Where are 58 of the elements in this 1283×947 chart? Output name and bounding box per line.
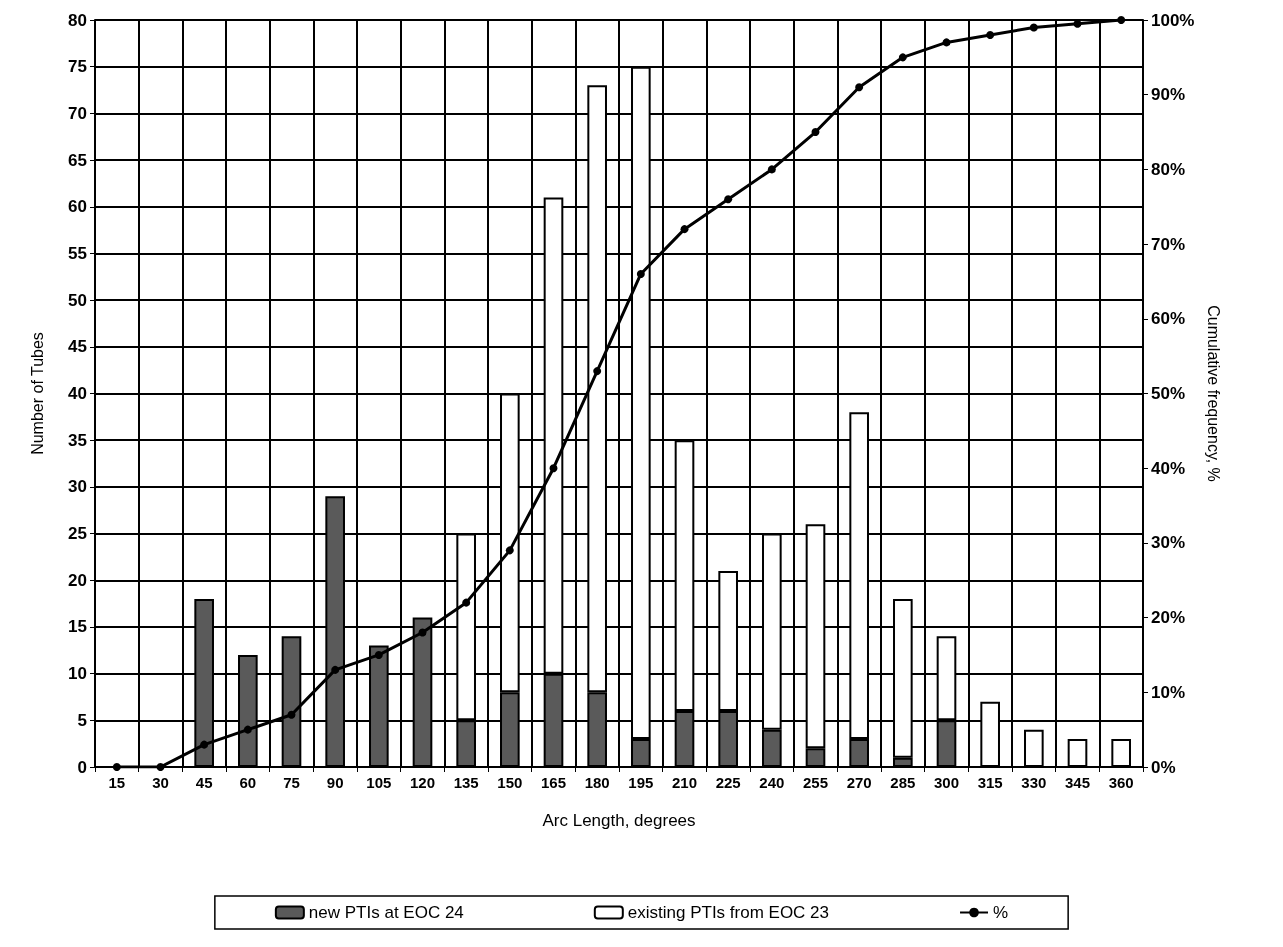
y2-tick-label: 30% bbox=[1151, 533, 1186, 553]
y-axis-title: Number of Tubes bbox=[28, 332, 46, 455]
y-tick-label: 70 bbox=[68, 103, 87, 123]
x-tick-label: 195 bbox=[628, 774, 654, 791]
y-tick-label: 10 bbox=[68, 664, 87, 684]
x-axis-title: Arc Length, degrees bbox=[542, 811, 696, 830]
y2-tick-label: 10% bbox=[1151, 682, 1186, 702]
x-tick-label: 15 bbox=[108, 774, 126, 791]
x-tick-label: 285 bbox=[890, 774, 916, 791]
x-tick-label: 225 bbox=[715, 774, 741, 791]
x-tick-label: 315 bbox=[977, 774, 1003, 791]
y2-tick-label: 50% bbox=[1151, 384, 1186, 403]
x-tick-label: 60 bbox=[239, 774, 257, 791]
x-tick-label: 150 bbox=[497, 774, 523, 791]
y-tick-label: 75 bbox=[68, 57, 87, 77]
x-tick-label: 270 bbox=[846, 774, 872, 791]
y-tick-label: 0 bbox=[77, 757, 87, 777]
x-tick-label: 210 bbox=[671, 774, 698, 791]
x-tick-label: 165 bbox=[540, 774, 567, 791]
y-tick-label: 15 bbox=[68, 617, 87, 637]
x-tick-label: 30 bbox=[152, 774, 169, 791]
y2-tick-label: 100% bbox=[1151, 10, 1195, 30]
x-tick-label: 240 bbox=[759, 774, 785, 791]
x-tick-label: 90 bbox=[326, 774, 344, 791]
x-tick-label: 300 bbox=[933, 774, 960, 791]
y2-tick-label: 80% bbox=[1151, 159, 1186, 179]
y2-tick-label: 90% bbox=[1151, 85, 1186, 105]
x-tick-label: 75 bbox=[283, 774, 300, 791]
y2-tick-label: 40% bbox=[1151, 458, 1186, 478]
y-tick-label: 25 bbox=[68, 524, 87, 544]
x-tick-label: 255 bbox=[802, 774, 829, 791]
x-tick-label: 345 bbox=[1064, 774, 1091, 791]
y-tick-label: 50 bbox=[68, 290, 87, 310]
x-tick-label: 330 bbox=[1021, 774, 1047, 791]
y2-tick-label: 20% bbox=[1151, 608, 1186, 628]
legend-label: existing PTIs from EOC 23 bbox=[627, 903, 830, 922]
y-tick-label: 80 bbox=[68, 10, 87, 30]
y2-tick-label: 0% bbox=[1151, 757, 1176, 777]
y-tick-label: 65 bbox=[68, 150, 87, 170]
y2-tick-label: 60% bbox=[1151, 309, 1186, 329]
x-tick-label: 360 bbox=[1108, 774, 1134, 791]
y-tick-label: 60 bbox=[68, 197, 87, 217]
x-tick-label: 105 bbox=[366, 774, 392, 791]
y-tick-label: 30 bbox=[68, 477, 87, 497]
x-tick-label: 135 bbox=[453, 774, 479, 791]
y2-tick-label: 70% bbox=[1151, 234, 1186, 254]
x-tick-label: 45 bbox=[195, 774, 213, 791]
y-tick-label: 35 bbox=[68, 430, 87, 450]
y-tick-label: 55 bbox=[68, 243, 87, 263]
x-tick-label: 180 bbox=[584, 774, 610, 791]
y-tick-label: 45 bbox=[68, 337, 87, 357]
y-tick-label: 5 bbox=[77, 710, 87, 730]
x-tick-label: 120 bbox=[409, 774, 436, 791]
legend-label: % bbox=[993, 903, 1009, 922]
y2-axis-title: Cumulative frequency, % bbox=[1204, 305, 1222, 482]
y-tick-label: 40 bbox=[68, 384, 87, 403]
y-tick-label: 20 bbox=[68, 570, 87, 590]
legend-label: new PTIs at EOC 24 bbox=[308, 903, 464, 922]
